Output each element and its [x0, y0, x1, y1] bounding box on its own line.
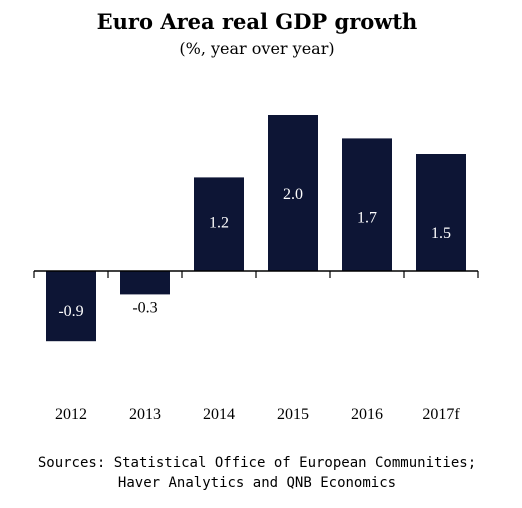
x-tick-label-2015: 2015 — [277, 406, 309, 423]
data-labels-group: -0.9 -0.3 1.2 2.0 1.7 1.5 — [58, 186, 451, 320]
x-tick-label-2017f: 2017f — [422, 406, 460, 423]
x-tick-label-2012: 2012 — [55, 406, 87, 423]
x-tick-labels-group: 2012 2013 2014 2015 2016 2017f — [55, 406, 460, 423]
chart-title: Euro Area real GDP growth — [97, 9, 418, 34]
bar-2015 — [268, 115, 318, 271]
bar-2017f — [416, 154, 466, 271]
source-line-2: Haver Analytics and QNB Economics — [118, 475, 396, 491]
data-label-2013: -0.3 — [132, 299, 157, 316]
x-axis-ticks — [33, 271, 479, 278]
x-tick-label-2013: 2013 — [129, 406, 161, 423]
bar-2014 — [194, 177, 244, 271]
bar-2016 — [342, 138, 392, 271]
bars-group — [46, 115, 466, 342]
source-line-1: Sources: Statistical Office of European … — [38, 455, 476, 471]
x-tick-label-2016: 2016 — [351, 406, 383, 423]
data-label-2017f: 1.5 — [431, 225, 451, 242]
data-label-2014: 1.2 — [209, 214, 229, 231]
data-label-2012: -0.9 — [58, 303, 83, 320]
chart-subtitle: (%, year over year) — [179, 39, 334, 58]
bar-2012 — [46, 271, 96, 342]
data-label-2015: 2.0 — [283, 186, 303, 203]
data-label-2016: 1.7 — [357, 209, 377, 226]
x-tick-label-2014: 2014 — [203, 406, 235, 423]
bar-2013 — [120, 271, 170, 295]
